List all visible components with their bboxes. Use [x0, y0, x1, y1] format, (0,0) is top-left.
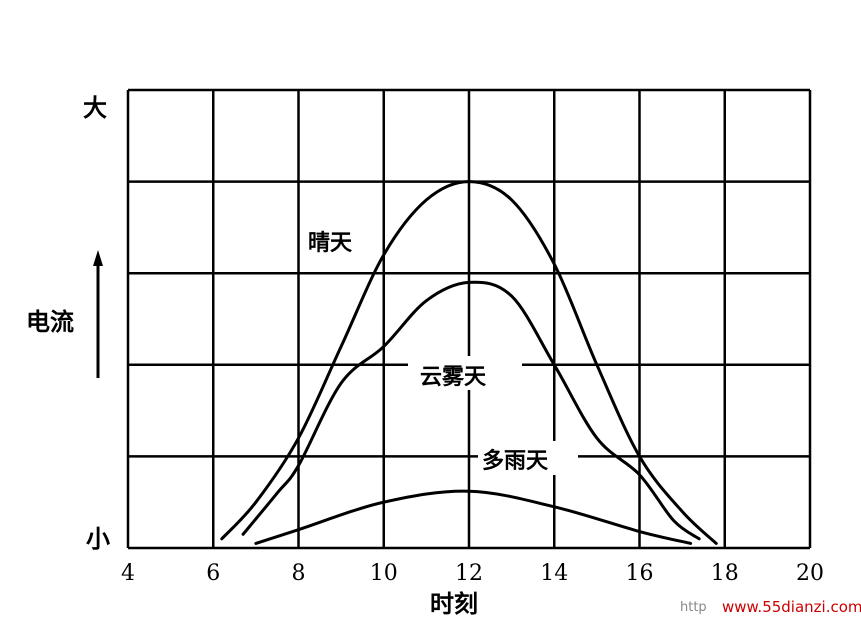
series-line-rainy: [254, 489, 693, 545]
y-bottom-label: 小: [86, 525, 110, 553]
watermark-url: www.55dianzi.com: [722, 598, 861, 616]
series-label-foggy: 云雾天: [420, 365, 487, 390]
y-axis-title: 电流: [26, 250, 103, 378]
series-line-foggy: [241, 280, 701, 541]
series-line-sunny: [220, 180, 718, 545]
x-tick-label: 12: [455, 561, 483, 586]
x-tick-label: 4: [121, 561, 135, 586]
series-label-sunny: 晴天: [308, 230, 353, 256]
x-tick-label: 18: [711, 561, 739, 586]
x-tick-label: 10: [370, 561, 398, 586]
x-tick-label: 6: [206, 561, 220, 586]
curves: [220, 180, 718, 545]
x-axis-label: 时刻: [430, 590, 478, 618]
x-tick-label: 16: [626, 561, 654, 586]
x-tick-label: 14: [540, 561, 568, 586]
x-tick-labels: 4 6 8 10 12 14 16 18 20: [121, 561, 824, 586]
label-mask: [478, 441, 578, 475]
curve-labels: 晴天 云雾天 多雨天: [308, 230, 578, 475]
y-axis-label: 电流: [26, 308, 74, 336]
x-tick-label: 20: [796, 561, 824, 586]
up-arrow-icon: [93, 250, 103, 266]
x-tick-label: 8: [292, 561, 306, 586]
y-top-label: 大: [83, 94, 107, 122]
watermark-prefix: http: [680, 600, 707, 615]
label-mask: [408, 356, 522, 390]
series-label-rainy: 多雨天: [482, 448, 549, 474]
grid: [126, 88, 812, 550]
